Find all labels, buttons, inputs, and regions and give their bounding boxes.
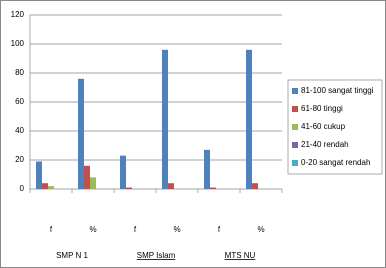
legend-label: 0-20 sangat rendah [301, 158, 370, 167]
x-tick-label: % [173, 225, 180, 234]
legend-label: 61-80 tinggi [301, 104, 343, 113]
bar [42, 183, 48, 189]
bar [126, 187, 132, 189]
legend-label: 41-60 cukup [301, 122, 346, 131]
legend-label: 81-100 sangat tinggi [301, 86, 374, 95]
bar [120, 155, 126, 189]
group-label: MTS NU [225, 251, 256, 260]
bar [78, 78, 84, 189]
legend-box [287, 79, 383, 175]
y-tick-label: 100 [11, 39, 25, 48]
y-tick-label: 120 [11, 10, 25, 19]
y-tick-label: 40 [15, 126, 24, 135]
bar [36, 161, 42, 189]
bar [204, 149, 210, 189]
x-tick-label: f [134, 225, 137, 234]
y-tick-label: 60 [15, 97, 24, 106]
y-tick-label: 20 [15, 155, 24, 164]
legend-swatch [292, 88, 298, 94]
y-tick-label: 80 [15, 68, 24, 77]
group-label: SMP N 1 [56, 251, 88, 260]
legend-swatch [292, 142, 298, 148]
legend-swatch [292, 124, 298, 130]
bar [168, 183, 174, 189]
bar [84, 165, 90, 189]
bar [162, 49, 168, 189]
x-tick-label: f [218, 225, 221, 234]
bar [210, 187, 216, 189]
bar [90, 177, 96, 189]
bar [48, 186, 54, 189]
x-tick-label: f [50, 225, 53, 234]
x-tick-label: % [257, 225, 264, 234]
bar [252, 183, 258, 189]
x-tick-label: % [89, 225, 96, 234]
legend-label: 21-40 rendah [301, 140, 349, 149]
group-label: SMP Islam [137, 251, 176, 260]
legend-swatch [292, 160, 298, 166]
y-tick-label: 0 [20, 184, 25, 193]
legend-swatch [292, 106, 298, 112]
bar [246, 49, 252, 189]
